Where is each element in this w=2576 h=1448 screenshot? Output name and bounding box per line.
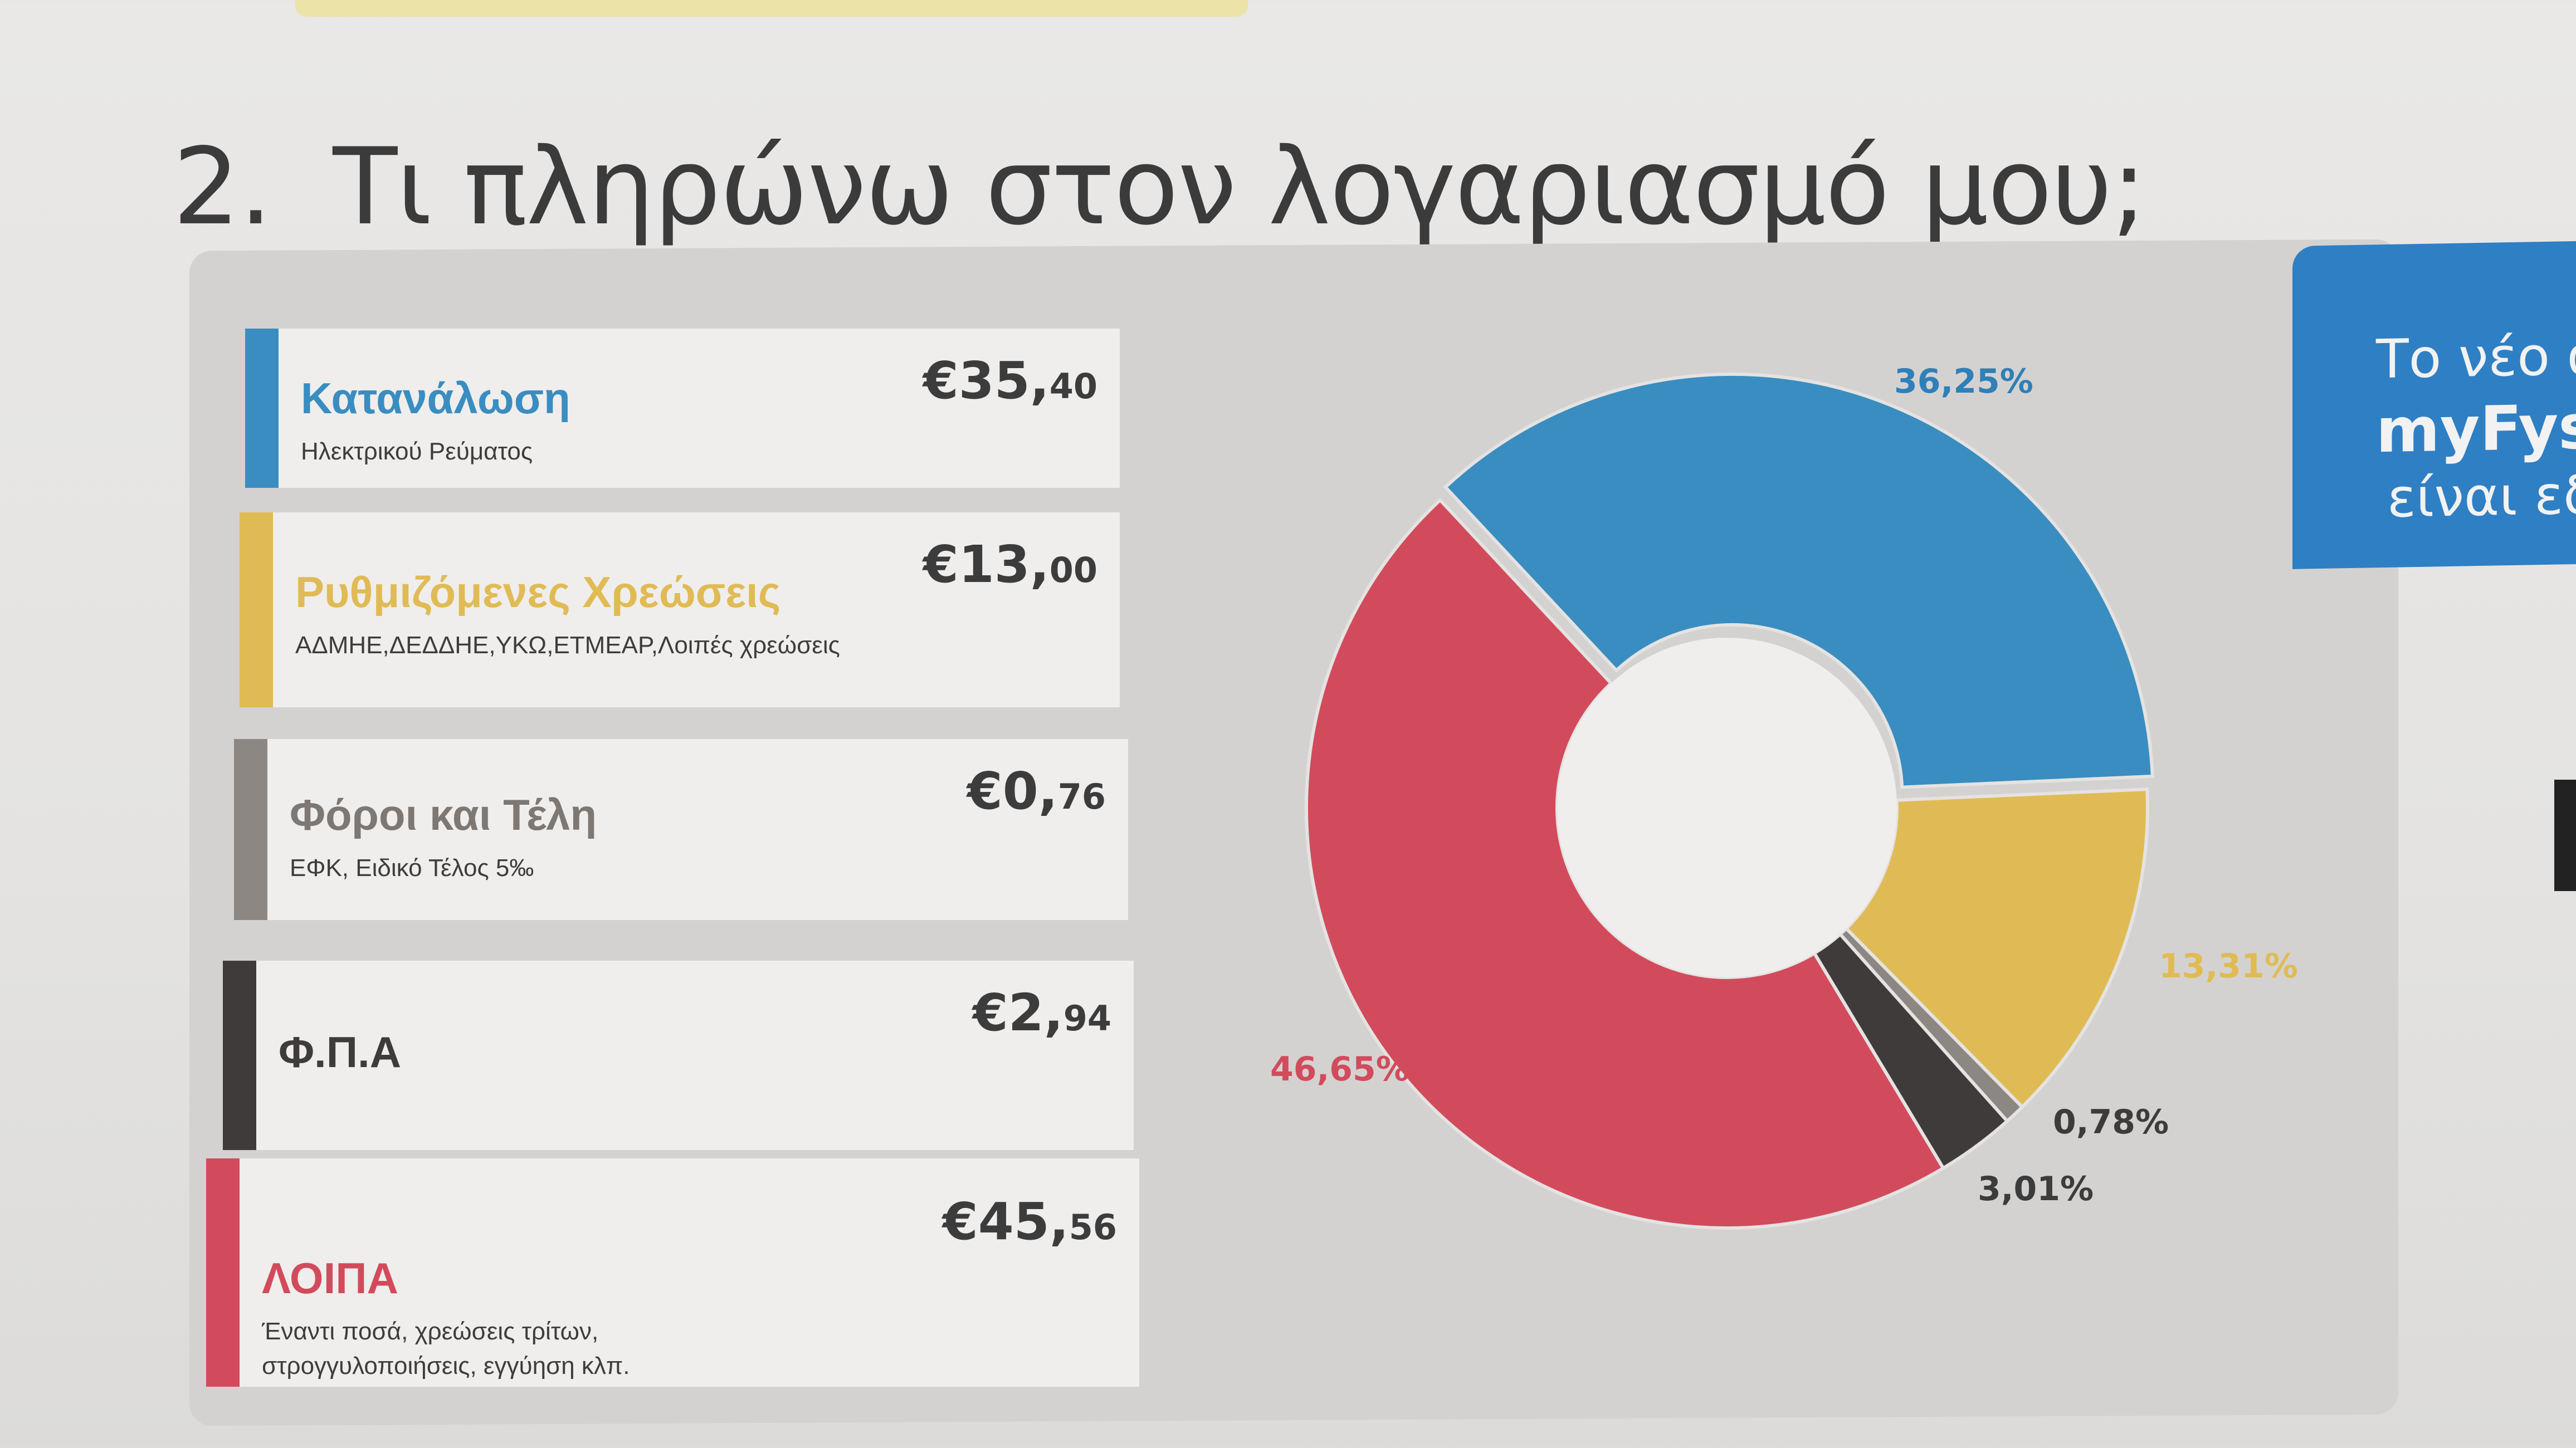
charge-label: Κατανάλωση	[301, 374, 570, 423]
promo-line-1: Το νέο α	[2376, 324, 2576, 391]
color-bar	[234, 739, 267, 920]
charge-description: ΕΦΚ, Ειδικό Τέλος 5‰	[290, 854, 534, 882]
amount-cents: 40	[1049, 366, 1097, 407]
charge-label: Φόροι και Τέλη	[290, 790, 597, 839]
amount-cents: 56	[1069, 1207, 1117, 1248]
donut-hole	[1557, 638, 1897, 977]
charge-description: στρογγυλοποιήσεις, εγγύηση κλπ.	[262, 1352, 630, 1379]
page-title: 2. Τι πληρώνω στον λογαριασμό μου;	[173, 125, 2147, 248]
charge-label: Φ.Π.Α	[279, 1028, 402, 1077]
charge-label: Ρυθμιζόμενες Χρεώσεις	[295, 568, 781, 617]
color-bar	[245, 329, 279, 488]
percent-label: 13,31%	[2159, 947, 2298, 986]
charge-label: ΛΟΙΠΑ	[262, 1254, 398, 1303]
amount-euros: €45,	[942, 1192, 1069, 1251]
color-bar	[223, 961, 256, 1150]
charge-description: Ηλεκτρικού Ρεύματος	[301, 438, 533, 466]
promo-banner[interactable]: Το νέο α myFysi είναι εδ	[2292, 241, 2576, 569]
charge-amount: €13,00	[923, 535, 1097, 594]
percent-label: 0,78%	[2053, 1103, 2169, 1142]
percent-label: 3,01%	[1978, 1170, 2094, 1209]
charge-row: ΛΟΙΠΑ Έναντι ποσά, χρεώσεις τρίτων, στρογ…	[206, 1158, 1139, 1387]
charge-row: Φόροι και Τέλη ΕΦΚ, Ειδικό Τέλος 5‰ €0,7…	[234, 739, 1128, 920]
section-title: Τι πληρώνω στον λογαριασμό μου;	[333, 125, 2146, 248]
charge-row: Ρυθμιζόμενες Χρεώσεις ΑΔΜΗΕ,ΔΕΔΔΗΕ,ΥΚΩ,Ε…	[240, 512, 1120, 707]
promo-line-2: myFysi	[2376, 390, 2576, 467]
amount-euros: €35,	[923, 351, 1050, 410]
charge-amount: €2,94	[973, 983, 1111, 1043]
amount-euros: €0,	[967, 761, 1058, 821]
amount-cents: 94	[1063, 998, 1111, 1039]
amount-cents: 76	[1057, 776, 1106, 817]
charge-amount: €0,76	[967, 761, 1106, 821]
promo-line-3: είναι εδ	[2387, 463, 2576, 530]
color-bar	[240, 512, 273, 707]
percent-label: 36,25%	[1894, 362, 2033, 401]
charge-description: ΑΔΜΗΕ,ΔΕΔΔΗΕ,ΥΚΩ,ΕΤΜΕΑΡ,Λοιπές χρεώσεις	[295, 632, 840, 659]
top-decorative-strip	[295, 0, 1248, 17]
charge-amount: €35,40	[923, 351, 1097, 410]
section-number: 2.	[173, 125, 272, 248]
amount-euros: €2,	[972, 983, 1063, 1043]
charge-row: Φ.Π.Α €2,94	[223, 961, 1134, 1150]
qr-code-edge	[2554, 780, 2576, 891]
charge-row: Κατανάλωση Ηλεκτρικού Ρεύματος €35,40	[245, 329, 1120, 488]
color-bar	[206, 1158, 240, 1387]
charge-amount: €45,56	[943, 1192, 1117, 1251]
amount-euros: €13,	[923, 535, 1050, 594]
charge-description: Έναντι ποσά, χρεώσεις τρίτων,	[262, 1318, 599, 1345]
amount-cents: 00	[1049, 550, 1097, 590]
percent-label: 46,65%	[1270, 1050, 1409, 1089]
donut-slice	[1443, 372, 2154, 789]
